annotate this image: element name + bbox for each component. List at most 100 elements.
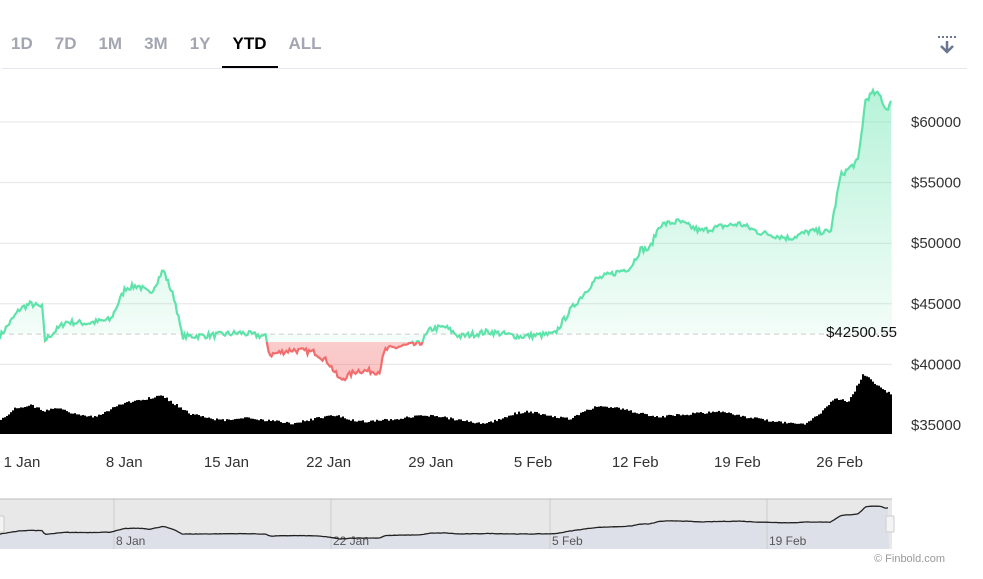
volume-bar [818, 414, 820, 434]
volume-bar [498, 418, 500, 434]
volume-bar [842, 399, 844, 434]
volume-bar [724, 412, 726, 434]
tab-1m[interactable]: 1M [98, 34, 123, 53]
volume-bar [662, 415, 664, 434]
volume-bar [800, 423, 802, 434]
volume-bar [836, 398, 838, 434]
volume-bar [674, 416, 676, 434]
volume-bar [580, 412, 582, 434]
volume-bar [590, 409, 592, 434]
volume-bar [824, 408, 826, 434]
volume-bar [876, 385, 878, 434]
tab-1d[interactable]: 1D [11, 34, 33, 53]
volume-bar [490, 421, 492, 434]
volume-bar [134, 400, 136, 434]
volume-bar [408, 417, 410, 434]
volume-bar [104, 411, 106, 434]
volume-bar [266, 421, 268, 434]
x-tick-label: 1 Jan [4, 454, 41, 471]
volume-bar [820, 413, 822, 434]
volume-bar [312, 420, 314, 434]
volume-bar [296, 422, 298, 434]
volume-bar [110, 409, 112, 434]
volume-bar [776, 421, 778, 434]
volume-bar [582, 411, 584, 434]
volume-bar [4, 417, 6, 434]
volume-bar [150, 398, 152, 434]
volume-bar [766, 419, 768, 434]
volume-bar [404, 417, 406, 434]
volume-bar [70, 413, 72, 434]
volume-bar [280, 422, 282, 434]
volume-bar [558, 418, 560, 434]
volume-bar [834, 398, 836, 434]
volume-bar [722, 411, 724, 434]
volume-bar [46, 409, 48, 434]
volume-bar [2, 417, 4, 434]
volume-bar [210, 418, 212, 434]
volume-bar [678, 414, 680, 434]
volume-bar [640, 412, 642, 434]
download-button[interactable] [936, 34, 958, 61]
volume-bar [18, 408, 20, 434]
volume-bar [700, 412, 702, 434]
volume-bar [656, 416, 658, 434]
navigator-handle-right[interactable] [885, 515, 895, 533]
volume-bar [806, 422, 808, 434]
volume-bar [208, 417, 210, 434]
volume-bar [636, 413, 638, 434]
volume-bar [130, 402, 132, 434]
volume-bar [28, 405, 30, 434]
tab-3m[interactable]: 3M [144, 34, 168, 53]
volume-bar [242, 418, 244, 434]
tab-all[interactable]: ALL [288, 34, 322, 53]
volume-bar [832, 400, 834, 434]
volume-bar [758, 418, 760, 434]
tab-1y[interactable]: 1Y [189, 34, 211, 53]
x-tick-label: 22 Jan [306, 454, 351, 471]
volume-bar [856, 385, 858, 434]
volume-bar [424, 415, 426, 434]
volume-bar [702, 412, 704, 434]
volume-bar [732, 414, 734, 434]
volume-bar [66, 411, 68, 434]
volume-bar [440, 417, 442, 434]
x-tick-label: 5 Feb [514, 454, 552, 471]
volume-bar [482, 423, 484, 434]
volume-bar [224, 421, 226, 434]
volume-bar [556, 417, 558, 434]
volume-bar [444, 416, 446, 434]
volume-bar [442, 416, 444, 434]
volume-bar [592, 408, 594, 434]
volume-bar [148, 397, 150, 434]
volume-bar [666, 415, 668, 434]
volume-bar [530, 411, 532, 434]
volume-bar [542, 414, 544, 434]
volume-bar [78, 414, 80, 434]
volume-bar [180, 407, 182, 434]
volume-bar [394, 419, 396, 434]
volume-bar [646, 414, 648, 434]
volume-bar [476, 422, 478, 434]
volume-bar [850, 397, 852, 434]
volume-bar [486, 423, 488, 434]
x-tick-label: 29 Jan [408, 454, 453, 471]
navigator-handle-left[interactable] [0, 515, 5, 533]
volume-bar [664, 417, 666, 434]
volume-bar [682, 414, 684, 434]
tab-7d[interactable]: 7D [54, 34, 77, 53]
volume-bar [474, 423, 476, 434]
volume-bar [290, 424, 292, 434]
volume-bar [516, 414, 518, 434]
volume-bar [828, 405, 830, 434]
tab-ytd[interactable]: YTD [221, 26, 278, 69]
volume-bar [270, 420, 272, 434]
volume-bar [178, 407, 180, 434]
volume-bar [182, 409, 184, 434]
volume-bar [318, 417, 320, 434]
volume-bar [170, 400, 172, 434]
volume-bar [472, 422, 474, 434]
volume-bar [396, 419, 398, 434]
volume-bar [276, 420, 278, 434]
volume-bar [132, 401, 134, 434]
